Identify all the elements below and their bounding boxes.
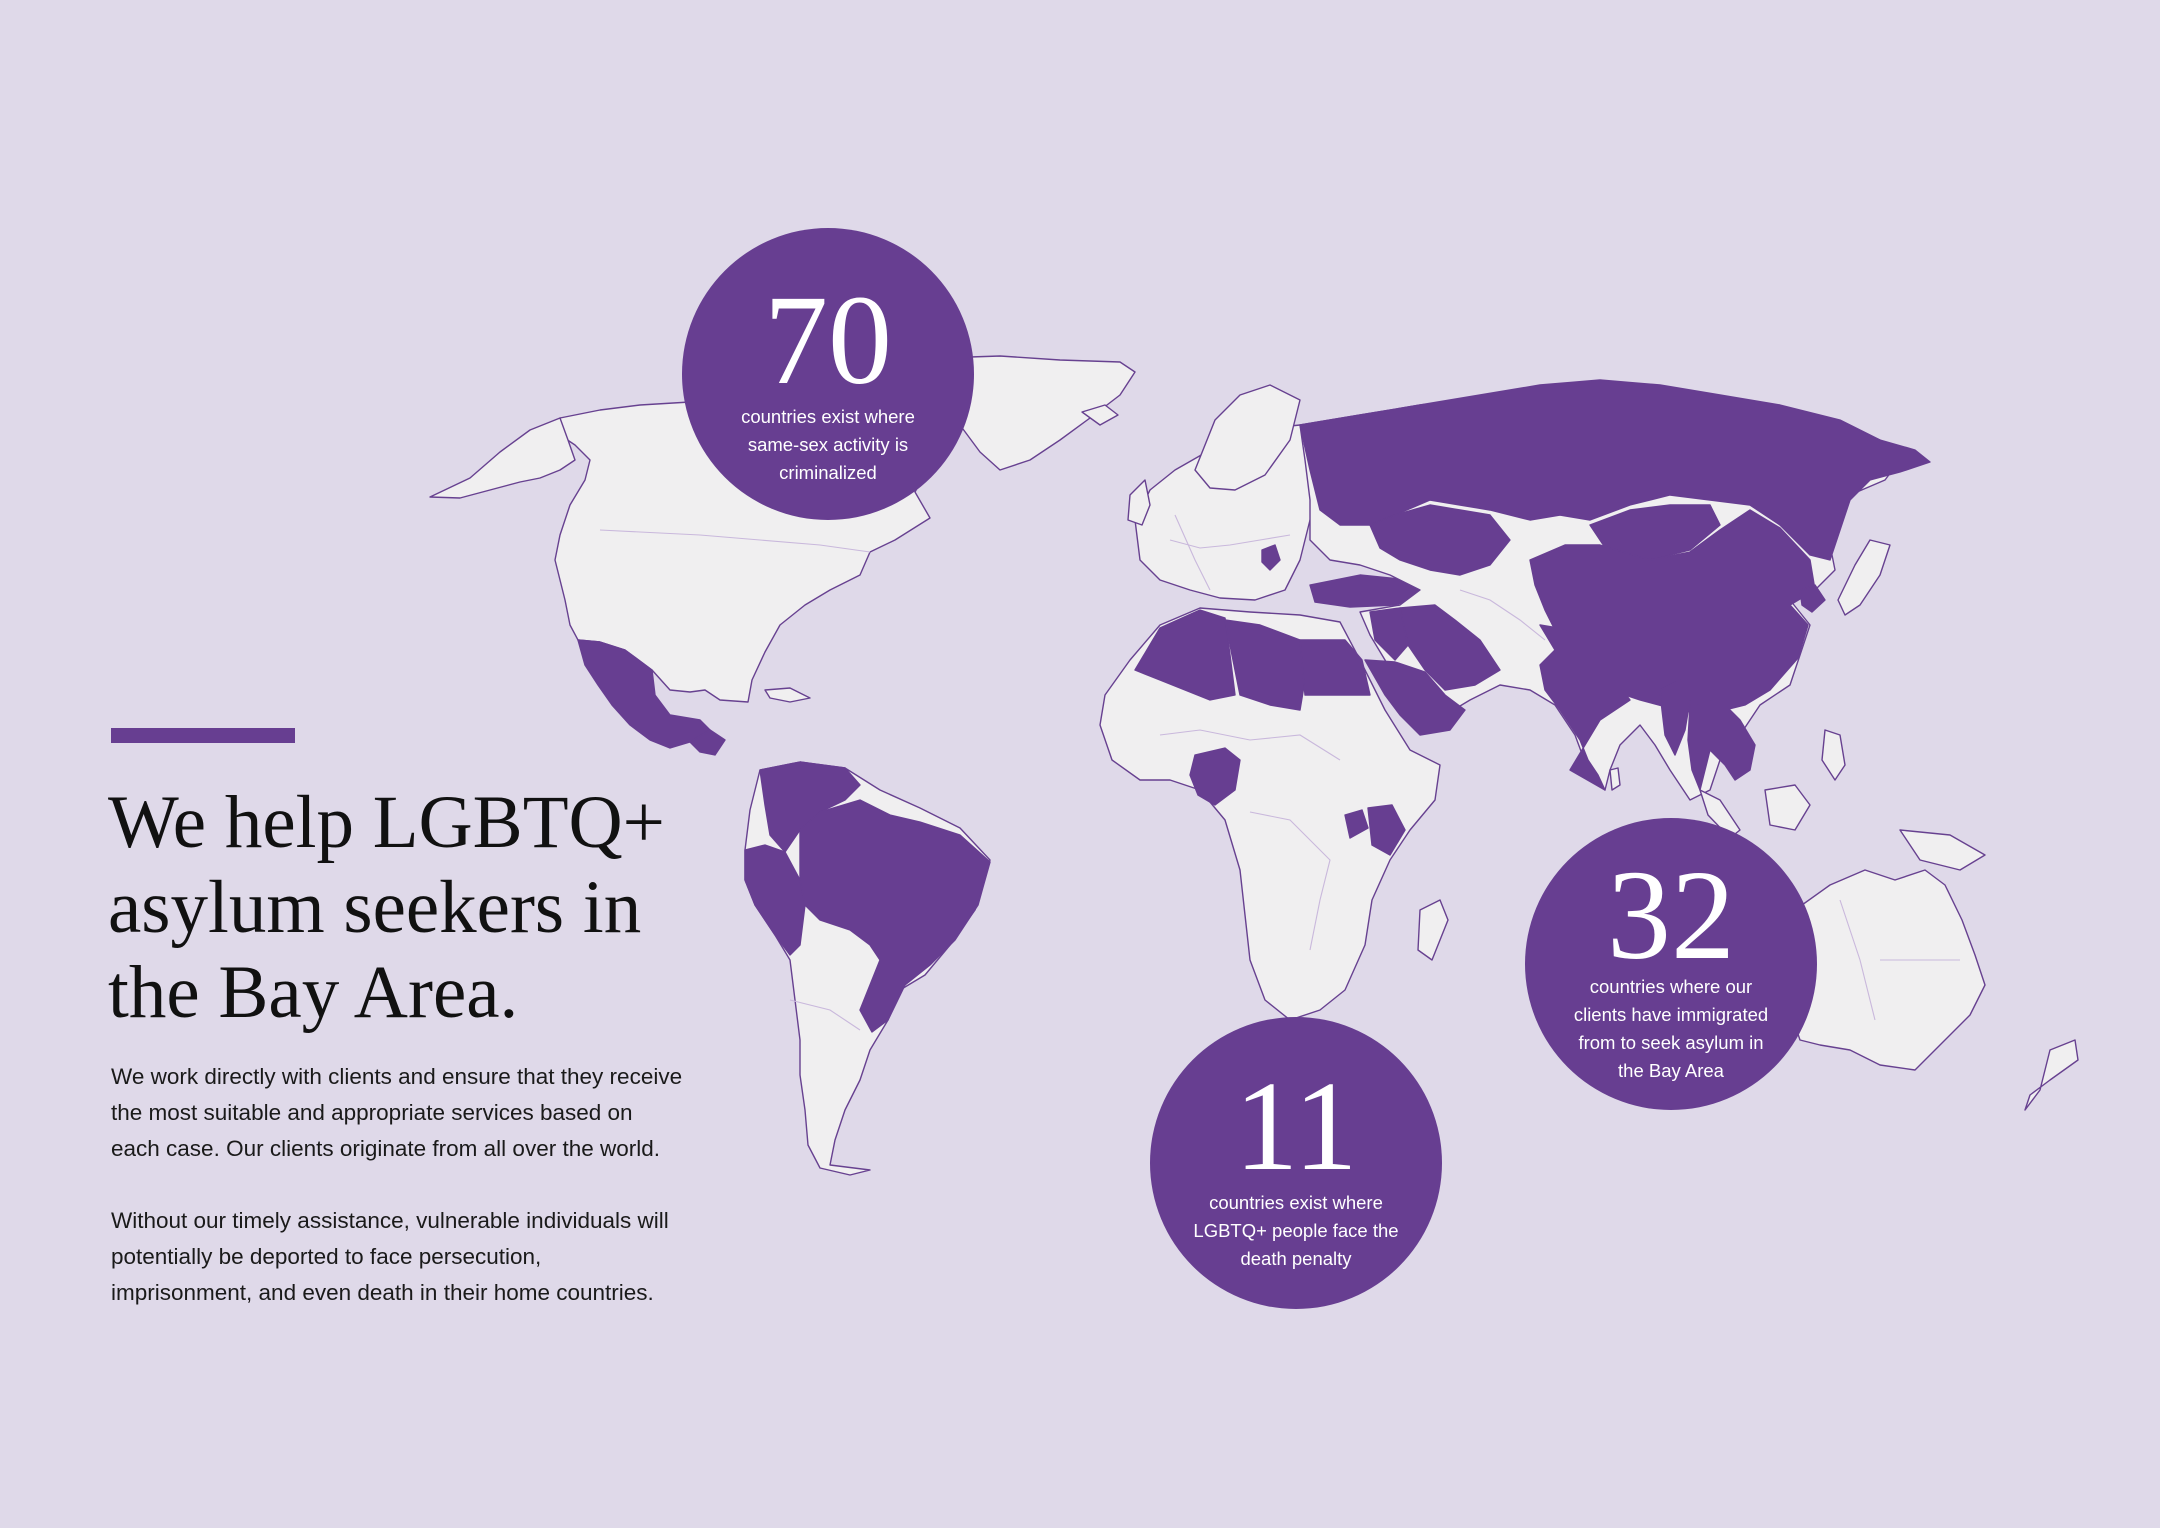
border-lines xyxy=(1159,729,1341,761)
region-kazakhstan xyxy=(1369,504,1511,576)
region-india xyxy=(1539,624,1631,791)
border-lines xyxy=(1174,514,1211,591)
border-lines xyxy=(1169,534,1291,549)
border-lines xyxy=(1839,899,1876,1021)
body-paragraph-1: We work directly with clients and ensure… xyxy=(111,1064,683,1161)
border-lines xyxy=(599,529,871,553)
border-lines xyxy=(789,999,861,1031)
landmass-madagascar xyxy=(1417,899,1449,961)
region-saudi-arabia xyxy=(1364,659,1466,736)
landmass-new-guinea xyxy=(1899,829,1986,871)
landmass-scandinavia xyxy=(1194,384,1301,491)
headline: We help LGBTQ+ asylum seekers in the Bay… xyxy=(108,781,665,1034)
region-north-korea xyxy=(1799,584,1826,613)
stat-caption: countries exist where same-sex activity … xyxy=(741,406,915,483)
region-serbia xyxy=(1261,544,1281,571)
stat-circle-death-penalty: 11 countries exist where LGBTQ+ people f… xyxy=(1150,1017,1442,1309)
stat-circle-clients-origin: 32 countries where our clients have immi… xyxy=(1525,818,1817,1110)
border-lines xyxy=(1249,811,1331,951)
landmass-africa xyxy=(1099,607,1441,1021)
landmass-borneo xyxy=(1764,784,1811,831)
region-egypt xyxy=(1299,639,1371,696)
region-kenya xyxy=(1367,804,1406,856)
stat-number: 32 xyxy=(1607,844,1735,986)
region-iraq xyxy=(1369,607,1409,661)
region-thailand-indochina xyxy=(1687,699,1756,791)
region-libya xyxy=(1224,619,1306,711)
region-iran xyxy=(1399,604,1501,691)
region-peru xyxy=(744,844,806,956)
landmass-alaska xyxy=(429,417,576,499)
region-nigeria xyxy=(1189,747,1241,806)
region-brazil xyxy=(799,799,991,1033)
accent-bar xyxy=(111,728,295,743)
landmass-australia xyxy=(1789,869,1986,1071)
stat-caption: countries exist where LGBTQ+ people face… xyxy=(1193,1192,1399,1269)
landmass-philippines xyxy=(1821,729,1846,781)
region-russia xyxy=(1299,379,1931,561)
stat-circle-criminalized: 70 countries exist where same-sex activi… xyxy=(682,228,974,520)
body-paragraph-2: Without our timely assistance, vulnerabl… xyxy=(111,1208,669,1305)
landmass-iceland xyxy=(1081,404,1119,426)
landmass-sri-lanka xyxy=(1609,767,1621,791)
stat-number: 11 xyxy=(1234,1055,1358,1197)
landmass-japan xyxy=(1837,539,1891,616)
border-lines xyxy=(1459,589,1546,641)
stat-number: 70 xyxy=(764,269,892,411)
region-myanmar xyxy=(1659,679,1691,756)
region-uganda xyxy=(1344,809,1369,839)
landmass-cuba xyxy=(764,687,811,703)
landmass-uk xyxy=(1127,479,1151,526)
landmass-new-zealand xyxy=(2024,1039,2079,1111)
region-central-america xyxy=(689,729,726,756)
region-algeria xyxy=(1134,609,1236,701)
stat-caption: countries where our clients have immigra… xyxy=(1573,976,1769,1081)
